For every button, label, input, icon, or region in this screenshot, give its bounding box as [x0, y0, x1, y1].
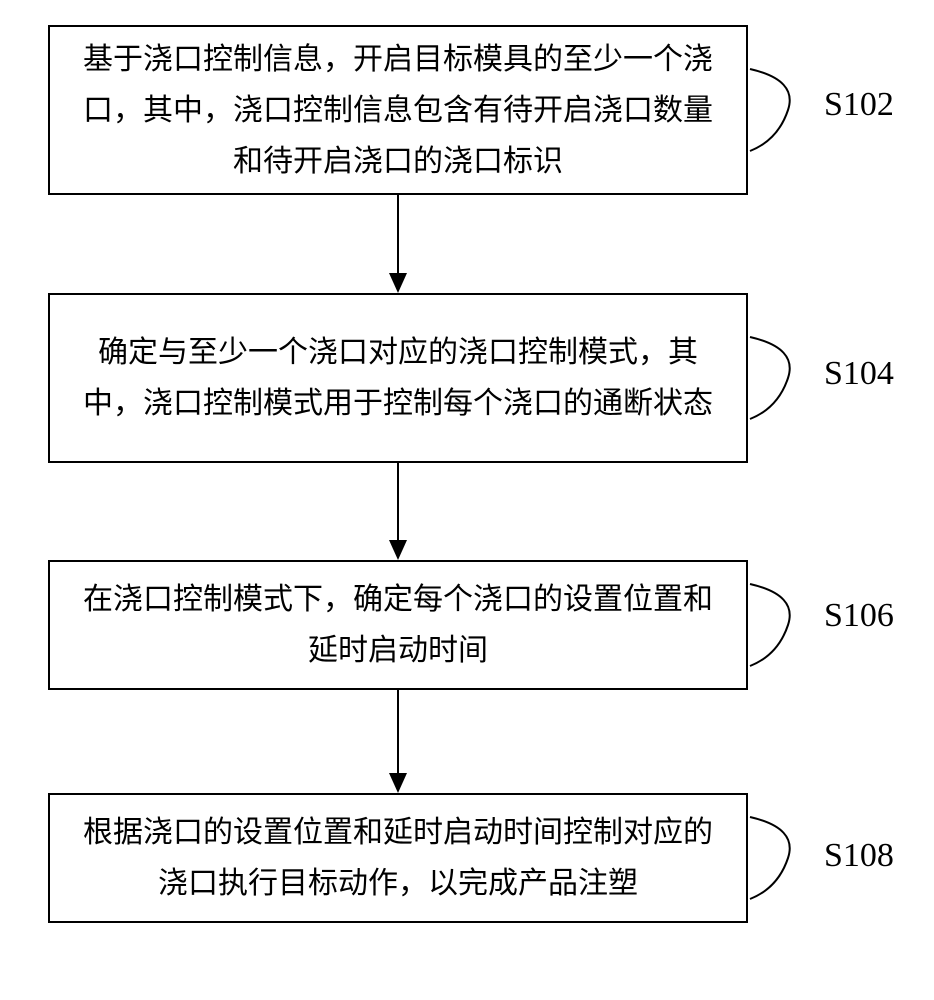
- flow-label-s102: S102: [824, 86, 894, 124]
- flow-node-text: 根据浇口的设置位置和延时启动时间控制对应的浇口执行目标动作，以完成产品注塑: [70, 807, 726, 909]
- flow-node-s104: 确定与至少一个浇口对应的浇口控制模式，其中，浇口控制模式用于控制每个浇口的通断状…: [48, 293, 748, 463]
- flowchart-canvas: 基于浇口控制信息，开启目标模具的至少一个浇口，其中，浇口控制信息包含有待开启浇口…: [0, 0, 934, 1000]
- flow-curve-s108: [748, 813, 808, 903]
- flow-label-s108: S108: [824, 837, 894, 875]
- flow-node-text: 在浇口控制模式下，确定每个浇口的设置位置和延时启动时间: [70, 574, 726, 676]
- flow-arrow-2: [388, 463, 408, 560]
- flow-curve-s106: [748, 580, 808, 670]
- flow-curve-s102: [748, 65, 808, 155]
- flow-curve-s104: [748, 333, 808, 423]
- flow-node-text: 确定与至少一个浇口对应的浇口控制模式，其中，浇口控制模式用于控制每个浇口的通断状…: [70, 327, 726, 429]
- flow-node-s102: 基于浇口控制信息，开启目标模具的至少一个浇口，其中，浇口控制信息包含有待开启浇口…: [48, 25, 748, 195]
- flow-node-text: 基于浇口控制信息，开启目标模具的至少一个浇口，其中，浇口控制信息包含有待开启浇口…: [70, 34, 726, 187]
- flow-arrow-3: [388, 690, 408, 793]
- flow-arrow-1: [388, 195, 408, 293]
- flow-label-s106: S106: [824, 597, 894, 635]
- flow-node-s106: 在浇口控制模式下，确定每个浇口的设置位置和延时启动时间: [48, 560, 748, 690]
- flow-node-s108: 根据浇口的设置位置和延时启动时间控制对应的浇口执行目标动作，以完成产品注塑: [48, 793, 748, 923]
- flow-label-s104: S104: [824, 355, 894, 393]
